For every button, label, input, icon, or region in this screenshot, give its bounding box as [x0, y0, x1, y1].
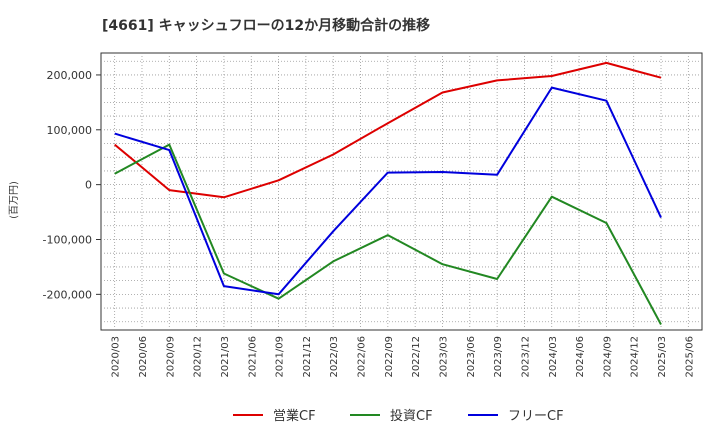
- series-line-1: [114, 61, 662, 199]
- x-tick-label: 2022/12: [411, 336, 422, 378]
- x-tick-label: 2024/09: [602, 336, 613, 378]
- series-lines: [114, 61, 662, 325]
- y-tick-label: 0: [85, 179, 92, 192]
- x-tick-label: 2021/03: [220, 336, 231, 378]
- y-tick-label: 200,000: [47, 69, 93, 82]
- series-line-3: [114, 86, 662, 296]
- x-axis: 2020/03 2020/06 2020/09 2020/12 2021/03 2021/…: [111, 336, 696, 378]
- x-tick-label: 2024/06: [575, 336, 586, 378]
- x-tick-label: 2020/12: [193, 336, 204, 378]
- series-line-2: [114, 143, 662, 325]
- y-tick-label: -100,000: [43, 233, 92, 246]
- x-tick-label: 2023/12: [520, 336, 531, 378]
- x-tick-label: 2022/03: [329, 336, 340, 378]
- legend-label-1: 営業CF: [273, 408, 316, 424]
- legend: 営業CF 投資CF フリーCF: [233, 408, 564, 424]
- x-tick-label: 2020/09: [165, 336, 176, 378]
- plot-area: [100, 52, 703, 331]
- x-tick-label: 2024/12: [630, 336, 641, 378]
- y-tick-label: -200,000: [43, 288, 92, 301]
- x-tick-label: 2020/03: [111, 336, 122, 378]
- x-tick-label: 2021/12: [302, 336, 313, 378]
- y-axis: 200,000 100,000 0 -100,000 -200,000: [43, 69, 101, 301]
- x-tick-label: 2023/06: [466, 336, 477, 378]
- x-tick-label: 2020/06: [138, 336, 149, 378]
- x-tick-label: 2023/09: [493, 336, 504, 378]
- x-tick-label: 2021/06: [247, 336, 258, 378]
- y-tick-label: 100,000: [47, 124, 93, 137]
- x-tick-label: 2024/03: [548, 336, 559, 378]
- y-axis-label: (百万円): [8, 181, 20, 219]
- legend-label-2: 投資CF: [390, 408, 433, 424]
- chart-title: [4661] キャッシュフローの12か月移動合計の推移: [102, 17, 430, 34]
- x-tick-label: 2025/06: [684, 336, 695, 378]
- x-tick-label: 2025/03: [657, 336, 668, 378]
- x-tick-label: 2021/09: [275, 336, 286, 378]
- x-tick-label: 2023/03: [438, 336, 449, 378]
- plot-border: [100, 52, 703, 331]
- x-tick-label: 2022/09: [384, 336, 395, 378]
- x-tick-label: 2022/06: [357, 336, 368, 378]
- legend-label-3: フリーCF: [508, 409, 564, 424]
